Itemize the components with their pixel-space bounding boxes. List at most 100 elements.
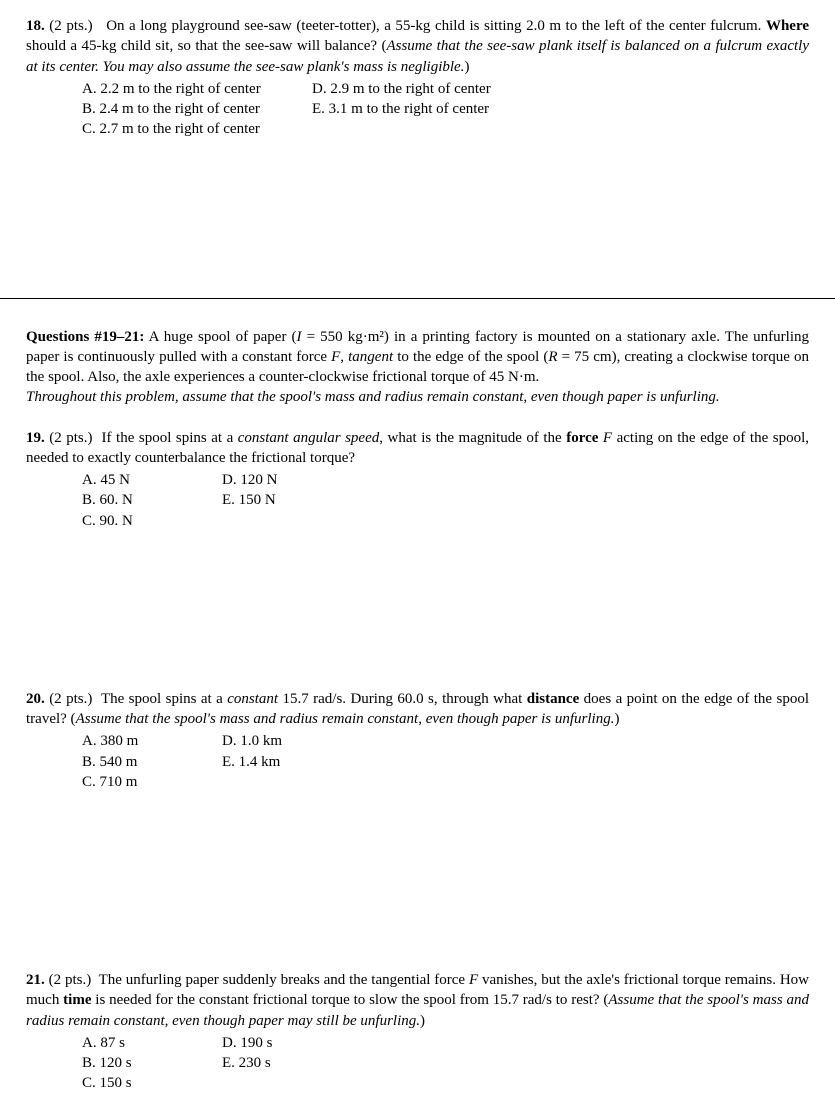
q21-body-1: The unfurling paper suddenly breaks and … (99, 972, 469, 988)
q21-choice-d: D. 190 s (222, 1033, 272, 1053)
intro-tangent: tangent (348, 349, 393, 365)
q18-choice-e: E. 3.1 m to the right of center (312, 99, 489, 119)
q21-points: (2 pts.) (49, 972, 92, 988)
question-19: 19. (2 pts.) If the spool spins at a con… (26, 428, 809, 531)
q18-choice-row-2: B. 2.4 m to the right of center E. 3.1 m… (82, 99, 809, 119)
q18-points: (2 pts.) (49, 18, 92, 34)
label-b: B. (82, 1055, 100, 1071)
q21-choice-d-text: 190 s (240, 1035, 272, 1051)
divider (0, 298, 835, 299)
q18-choice-a-text: 2.2 m to the right of center (100, 81, 260, 97)
question-21-text: 21. (2 pts.) The unfurling paper suddenl… (26, 970, 809, 1031)
q19-choice-e-text: 150 N (239, 492, 276, 508)
q18-choice-b: B. 2.4 m to the right of center (82, 99, 312, 119)
q18-body-1: On a long playground see-saw (teeter-tot… (106, 18, 766, 34)
q21-choice-b: B. 120 s (82, 1053, 222, 1073)
q18-choices: A. 2.2 m to the right of center D. 2.9 m… (82, 79, 809, 140)
question-19-text: 19. (2 pts.) If the spool spins at a con… (26, 428, 809, 469)
intro-4: to the edge of the spool ( (393, 349, 548, 365)
q21-time: time (63, 992, 91, 1008)
label-e: E. (222, 492, 239, 508)
q18-where: Where (766, 18, 809, 34)
q19-ital-F: F (603, 430, 612, 446)
q21-ital-F: F (469, 972, 478, 988)
q21-choice-c-text: 150 s (100, 1075, 132, 1091)
label-c: C. (82, 774, 100, 790)
section-intro: Questions #19–21: A huge spool of paper … (26, 327, 809, 388)
question-21: 21. (2 pts.) The unfurling paper suddenl… (26, 970, 809, 1094)
q18-body-4: ) (464, 59, 469, 75)
q21-choice-row-2: B. 120 s E. 230 s (82, 1053, 809, 1073)
intro-3: , (340, 349, 348, 365)
label-c: C. (82, 1075, 100, 1091)
q20-choice-row-3: C. 710 m (82, 772, 809, 792)
q18-body-2: should a 45-kg child sit, so that the se… (26, 38, 386, 54)
label-b: B. (82, 754, 100, 770)
q21-body-4: ) (420, 1013, 425, 1029)
label-e: E. (222, 754, 239, 770)
q19-choice-row-2: B. 60. N E. 150 N (82, 490, 809, 510)
q21-choice-a: A. 87 s (82, 1033, 222, 1053)
q18-choice-b-text: 2.4 m to the right of center (100, 101, 260, 117)
q18-choice-a: A. 2.2 m to the right of center (82, 79, 312, 99)
q19-choice-d: D. 120 N (222, 470, 277, 490)
q19-choice-b: B. 60. N (82, 490, 222, 510)
label-d: D. (222, 733, 240, 749)
label-d: D. (222, 472, 240, 488)
q21-choice-row-1: A. 87 s D. 190 s (82, 1033, 809, 1053)
q20-choices: A. 380 m D. 1.0 km B. 540 m E. 1.4 km C.… (82, 731, 809, 792)
q19-choice-a-text: 45 N (100, 472, 130, 488)
q19-choice-c: C. 90. N (82, 511, 222, 531)
q18-number: 18. (26, 18, 45, 34)
q18-choice-d-text: 2.9 m to the right of center (330, 81, 490, 97)
q19-choice-d-text: 120 N (240, 472, 277, 488)
q20-choice-row-1: A. 380 m D. 1.0 km (82, 731, 809, 751)
label-e: E. (222, 1055, 239, 1071)
q21-choice-b-text: 120 s (100, 1055, 132, 1071)
q19-force: force (566, 430, 598, 446)
q21-choice-e: E. 230 s (222, 1053, 271, 1073)
q19-choices: A. 45 N D. 120 N B. 60. N E. 150 N C. 90… (82, 470, 809, 531)
label-d: D. (222, 1035, 240, 1051)
q19-ital-1: constant angular speed (238, 430, 380, 446)
q20-points: (2 pts.) (49, 691, 92, 707)
intro-F: F (331, 349, 340, 365)
q21-choice-row-3: C. 150 s (82, 1073, 809, 1093)
q20-ital-2: Assume that the spool's mass and radius … (76, 711, 615, 727)
q20-body-4: ) (614, 711, 619, 727)
q19-choice-b-text: 60. N (100, 492, 133, 508)
q19-body-2: , what is the magnitude of the (379, 430, 566, 446)
q19-number: 19. (26, 430, 45, 446)
q20-choice-d: D. 1.0 km (222, 731, 282, 751)
q20-choice-c-text: 710 m (100, 774, 138, 790)
label-a: A. (82, 81, 100, 97)
q20-ital-1: constant (227, 691, 278, 707)
intro-1: A huge spool of paper ( (144, 329, 296, 345)
q19-choice-c-text: 90. N (100, 513, 133, 529)
q19-choice-e: E. 150 N (222, 490, 276, 510)
label-c: C. (82, 121, 100, 137)
q20-choice-e-text: 1.4 km (239, 754, 281, 770)
label-b: B. (82, 101, 100, 117)
q20-choice-c: C. 710 m (82, 772, 222, 792)
q20-choice-e: E. 1.4 km (222, 752, 280, 772)
q20-body-2: 15.7 rad/s. During 60.0 s, through what (278, 691, 527, 707)
label-e: E. (312, 101, 329, 117)
q18-choice-e-text: 3.1 m to the right of center (329, 101, 489, 117)
q19-body-1: If the spool spins at a (102, 430, 238, 446)
q19-choice-row-3: C. 90. N (82, 511, 809, 531)
q20-choice-b: B. 540 m (82, 752, 222, 772)
q21-choice-a-text: 87 s (100, 1035, 125, 1051)
intro-R: R (548, 349, 557, 365)
question-18-text: 18. (2 pts.) On a long playground see-sa… (26, 16, 809, 77)
label-b: B. (82, 492, 100, 508)
q18-choice-row-1: A. 2.2 m to the right of center D. 2.9 m… (82, 79, 809, 99)
question-18: 18. (2 pts.) On a long playground see-sa… (26, 16, 809, 140)
q20-choice-d-text: 1.0 km (240, 733, 282, 749)
question-20-text: 20. (2 pts.) The spool spins at a consta… (26, 689, 809, 730)
q20-choice-a-text: 380 m (100, 733, 138, 749)
question-20: 20. (2 pts.) The spool spins at a consta… (26, 689, 809, 792)
q20-body-1: The spool spins at a (101, 691, 227, 707)
label-a: A. (82, 1035, 100, 1051)
q21-body-3: is needed for the constant frictional to… (91, 992, 608, 1008)
